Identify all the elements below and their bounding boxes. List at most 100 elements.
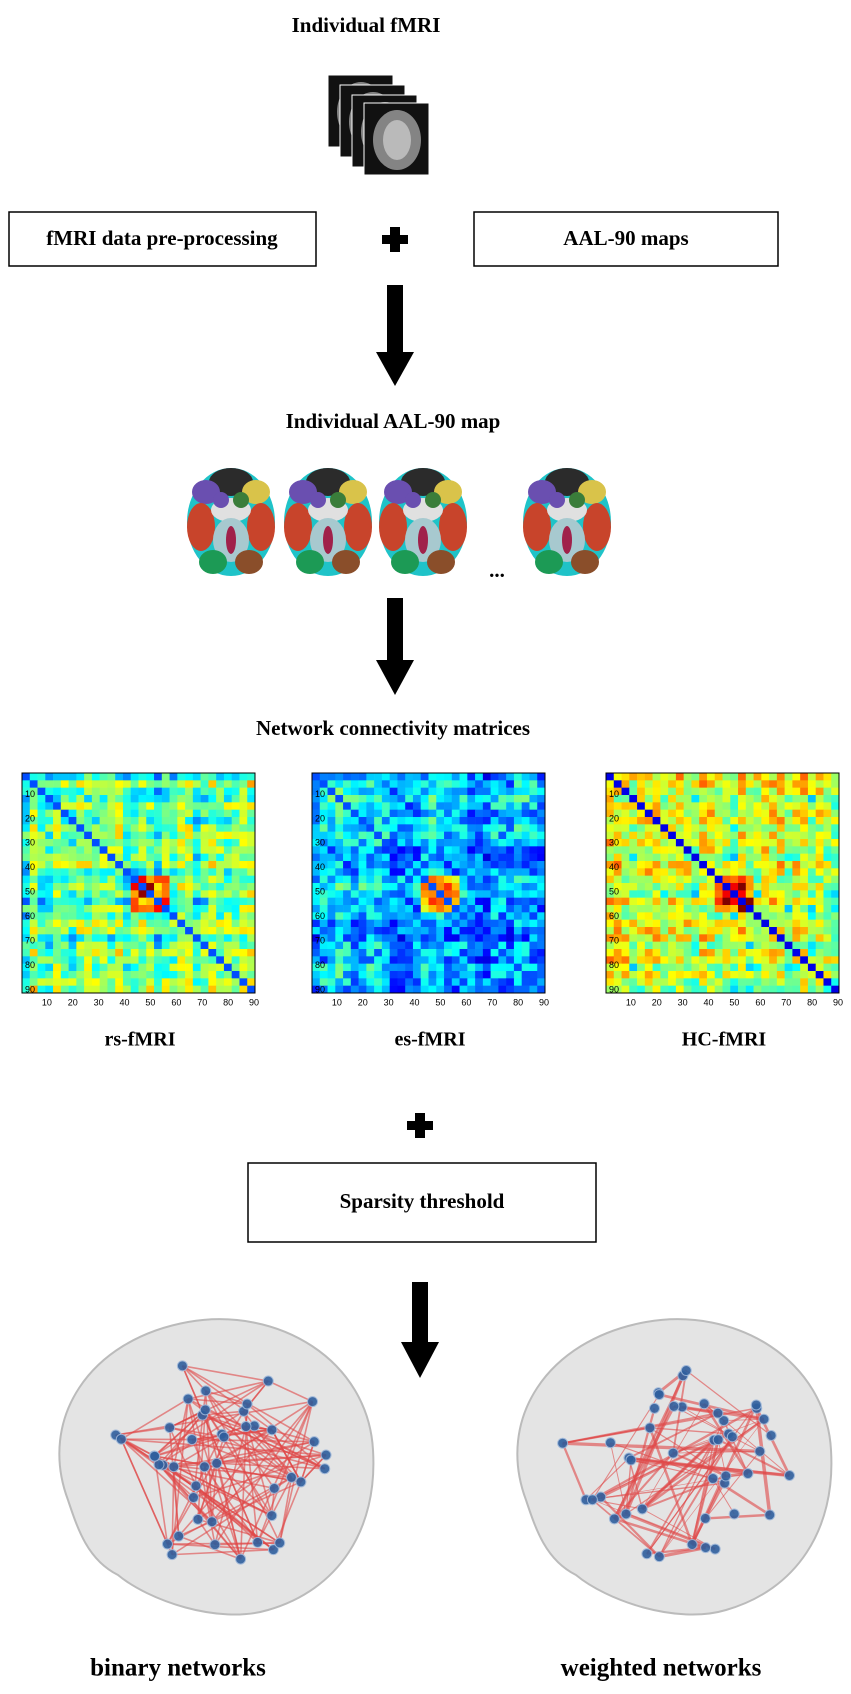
- matrix-cell: [319, 824, 328, 832]
- matrix-cell: [815, 853, 824, 862]
- matrix-cell: [22, 831, 31, 840]
- matrix-cell: [761, 839, 770, 847]
- matrix-cell: [675, 773, 684, 781]
- matrix-cell: [706, 890, 716, 898]
- matrix-cell: [428, 773, 437, 781]
- matrix-cell: [343, 985, 352, 994]
- matrix-cell: [115, 795, 124, 803]
- node: [712, 1434, 724, 1446]
- matrix-cell: [122, 905, 132, 913]
- network-label: weighted networks: [561, 1655, 762, 1682]
- matrix-cell: [68, 883, 77, 891]
- edge: [278, 1477, 293, 1544]
- matrix-cell: [381, 905, 390, 913]
- matrix-cell: [436, 802, 445, 810]
- matrix-cell: [629, 868, 638, 876]
- matrix-cell: [343, 963, 352, 972]
- matrix-cell: [652, 795, 661, 803]
- matrix-cell: [613, 934, 622, 942]
- matrix-cell: [714, 912, 723, 920]
- matrix-cell: [482, 853, 491, 862]
- matrix-cell: [161, 956, 170, 964]
- matrix-cell: [745, 780, 754, 788]
- matrix-cell: [730, 927, 739, 935]
- matrix-cell: [146, 773, 155, 781]
- matrix-cell: [831, 787, 840, 796]
- matrix-cell: [436, 824, 445, 832]
- matrix-cell: [115, 773, 124, 781]
- matrix-cell: [107, 795, 116, 803]
- matrix-cell: [22, 912, 31, 920]
- networks: [58, 1318, 833, 1616]
- matrix-cell: [231, 956, 240, 964]
- matrix-cell: [537, 919, 546, 928]
- matrix-cell: [675, 963, 684, 972]
- matrix-cell: [60, 919, 69, 928]
- matrix-cell: [130, 971, 139, 979]
- matrix-cell: [436, 941, 445, 950]
- matrix-cell: [467, 927, 476, 935]
- matrix-cell: [738, 971, 747, 979]
- matrix-cell: [397, 809, 406, 818]
- matrix-cell: [521, 875, 530, 884]
- matrix-cell: [350, 787, 359, 796]
- matrix-cell: [99, 846, 108, 854]
- matrix-cell: [675, 875, 684, 884]
- node: [668, 1400, 680, 1412]
- aal-region: [296, 550, 324, 574]
- matrix-cell: [644, 905, 653, 913]
- matrix-cell: [823, 846, 832, 854]
- matrix-cell: [831, 890, 840, 898]
- edge: [658, 1393, 765, 1421]
- matrix-cell: [177, 824, 186, 832]
- matrix-cell: [53, 971, 62, 979]
- matrix-cell: [37, 773, 46, 781]
- matrix-cell: [738, 824, 747, 832]
- matrix-cell: [606, 839, 615, 847]
- matrix-cell: [769, 971, 778, 979]
- matrix-cell: [815, 773, 824, 781]
- matrix-cell: [629, 787, 638, 796]
- matrix-cell: [498, 809, 507, 818]
- matrix-cell: [343, 934, 352, 942]
- matrix-cell: [91, 868, 100, 876]
- matrix-cell: [107, 802, 116, 810]
- matrix-cell: [319, 971, 328, 979]
- matrix-cell: [115, 846, 124, 854]
- matrix-cell: [660, 787, 669, 796]
- matrix-cell: [753, 905, 762, 913]
- matrix-cell: [319, 809, 328, 818]
- matrix-cell: [745, 941, 754, 950]
- matrix-cell: [231, 875, 240, 884]
- matrix-cell: [68, 846, 77, 854]
- matrix-cell: [412, 780, 422, 788]
- matrix-cell: [420, 927, 429, 935]
- matrix-cell: [753, 927, 762, 935]
- matrix-cell: [91, 978, 100, 986]
- arrow: [401, 1282, 439, 1378]
- matrix-cell: [397, 956, 406, 964]
- matrix-cell: [467, 795, 476, 803]
- matrix-cell: [374, 787, 383, 796]
- matrix-cell: [784, 912, 793, 920]
- matrix-cell: [769, 956, 778, 964]
- matrix-cell: [68, 809, 77, 818]
- matrix-cell: [247, 817, 256, 825]
- matrix-cell: [99, 773, 108, 781]
- matrix-cell: [800, 927, 809, 935]
- matrix-cell: [146, 824, 155, 832]
- matrix-cell: [606, 905, 615, 913]
- matrix-cell: [208, 883, 217, 891]
- matrix-cell: [529, 934, 538, 942]
- matrix-cell: [637, 890, 646, 898]
- edge: [591, 1499, 660, 1558]
- tick-label: 10: [315, 789, 325, 799]
- matrix-cell: [722, 824, 731, 832]
- matrix-cell: [130, 831, 139, 840]
- matrix-cell: [319, 875, 328, 884]
- matrix-cell: [169, 853, 178, 862]
- matrix-cell: [420, 853, 429, 862]
- matrix-cell: [807, 919, 816, 928]
- matrix-cell: [451, 978, 460, 986]
- matrix-cell: [350, 956, 359, 964]
